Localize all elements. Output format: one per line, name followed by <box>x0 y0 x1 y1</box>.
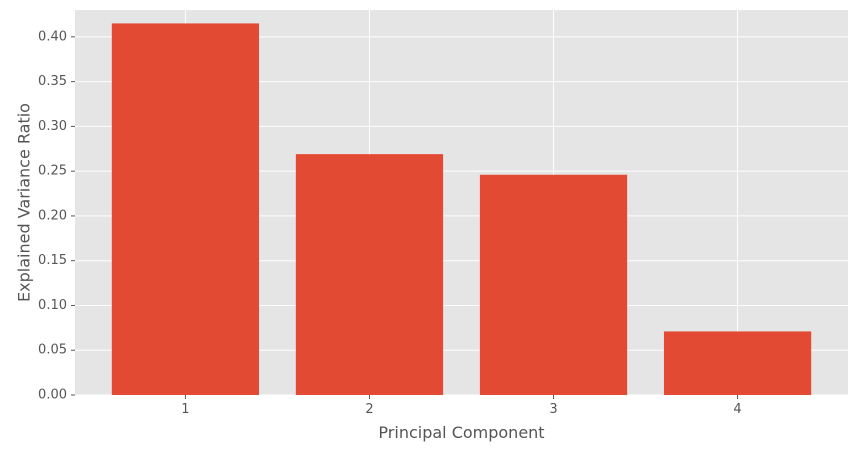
x-tick-label: 1 <box>181 402 189 417</box>
y-tick-label: 0.10 <box>38 298 67 313</box>
y-tick-label: 0.05 <box>38 343 67 358</box>
x-tick-label: 4 <box>733 402 741 417</box>
x-tick-labels: 1 2 3 4 <box>181 395 742 417</box>
y-tick-label: 0.25 <box>38 164 67 179</box>
y-tick-labels: 0.00 0.05 0.10 0.15 0.20 0.25 0.30 0.35 0.40 <box>38 29 75 403</box>
bar-pc-4 <box>663 331 812 395</box>
y-tick-label: 0.15 <box>38 253 67 268</box>
y-axis-label: Explained Variance Ratio <box>15 103 34 302</box>
y-tick-label: 0.35 <box>38 74 67 89</box>
y-tick-label: 0.00 <box>38 388 67 403</box>
bar-pc-3 <box>479 174 628 395</box>
y-tick-label: 0.40 <box>38 29 67 44</box>
y-tick-label: 0.30 <box>38 119 67 134</box>
bar-pc-2 <box>295 154 444 395</box>
x-axis-label: Principal Component <box>378 423 544 442</box>
bar-layer <box>111 23 812 395</box>
bar-pc-1 <box>111 23 260 395</box>
x-tick-label: 3 <box>549 402 557 417</box>
x-tick-label: 2 <box>365 402 373 417</box>
y-tick-label: 0.20 <box>38 208 67 223</box>
